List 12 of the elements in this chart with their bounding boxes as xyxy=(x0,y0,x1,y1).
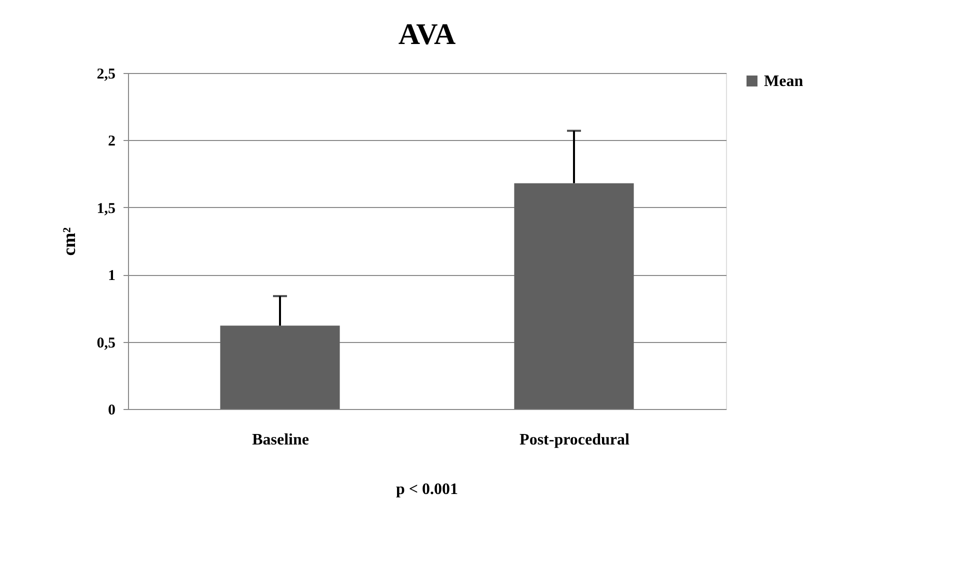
text: p < 0.001 xyxy=(396,481,458,498)
y-tick-label: 1 xyxy=(108,268,116,284)
y-tick-label: 0,5 xyxy=(96,335,116,352)
legend-label: Mean xyxy=(764,73,804,90)
y-axis-title: cm² xyxy=(58,227,79,256)
y-tick-label: 0 xyxy=(108,402,116,418)
y-tick-label: 2,5 xyxy=(96,66,116,82)
y-tick-label: 1,5 xyxy=(96,200,116,217)
chart-title: AVA xyxy=(398,18,456,51)
y-tick-label: 2 xyxy=(108,134,116,150)
x-tick-label: Post-procedural xyxy=(520,432,630,448)
x-tick-label: Baseline xyxy=(252,432,309,448)
